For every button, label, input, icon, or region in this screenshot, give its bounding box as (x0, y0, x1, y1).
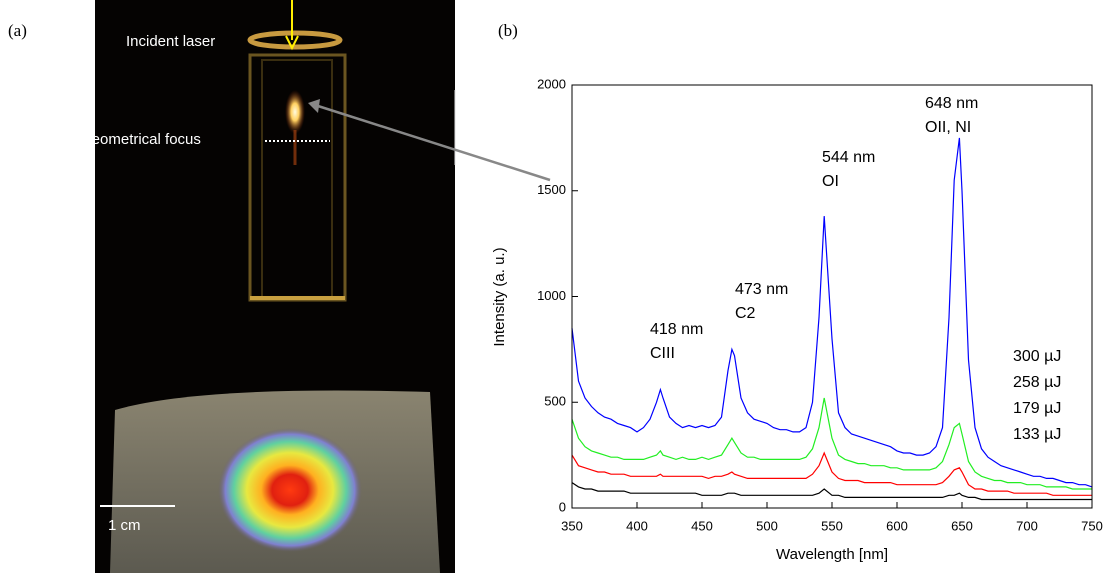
x-tick-label: 700 (1016, 518, 1038, 533)
panel-label: (b) (498, 21, 518, 40)
x-tick-label: 650 (951, 518, 973, 533)
scale-bar-label: 1 cm (108, 517, 141, 534)
x-tick-label: 750 (1081, 518, 1103, 533)
legend-entry: 179 µJ (1013, 400, 1061, 417)
y-tick-label: 1000 (537, 288, 566, 303)
photo-annotation: Geometrical focus (80, 131, 201, 148)
y-tick-label: 500 (544, 394, 566, 409)
peak-annotation: CIII (650, 345, 675, 362)
peak-annotation: OII, NI (925, 119, 971, 136)
y-tick-label: 1500 (537, 182, 566, 197)
peak-annotation: 648 nm (925, 95, 978, 112)
x-axis-title: Wavelength [nm] (776, 546, 888, 563)
series-line (571, 451, 1092, 496)
plot-frame (571, 84, 1093, 509)
series-line (571, 137, 1093, 488)
legend-entry: 133 µJ (1013, 426, 1061, 443)
arrow-head (308, 99, 320, 113)
photo (95, 0, 456, 573)
y-tick-label: 0 (559, 499, 566, 514)
photo-annotation: Incident laser (126, 33, 215, 50)
peak-annotation: 473 nm (735, 281, 788, 298)
peak-annotation: 418 nm (650, 321, 703, 338)
y-tick-label: 2000 (537, 76, 566, 91)
legend-entry: 258 µJ (1013, 374, 1061, 391)
x-tick-label: 350 (561, 518, 583, 533)
x-tick-label: 400 (626, 518, 648, 533)
x-tick-label: 450 (691, 518, 713, 533)
arrow (317, 104, 551, 182)
peak-annotation: OI (822, 173, 839, 190)
series-line (571, 397, 1092, 490)
series-line (571, 482, 1092, 501)
x-tick-label: 550 (821, 518, 843, 533)
panel-label: (a) (8, 21, 27, 40)
x-tick-label: 600 (886, 518, 908, 533)
peak-annotation: 544 nm (822, 149, 875, 166)
legend-entry: 300 µJ (1013, 348, 1061, 365)
x-tick-label: 500 (756, 518, 778, 533)
peak-annotation: C2 (735, 305, 756, 322)
y-axis-title: Intensity (a. u.) (491, 247, 508, 346)
